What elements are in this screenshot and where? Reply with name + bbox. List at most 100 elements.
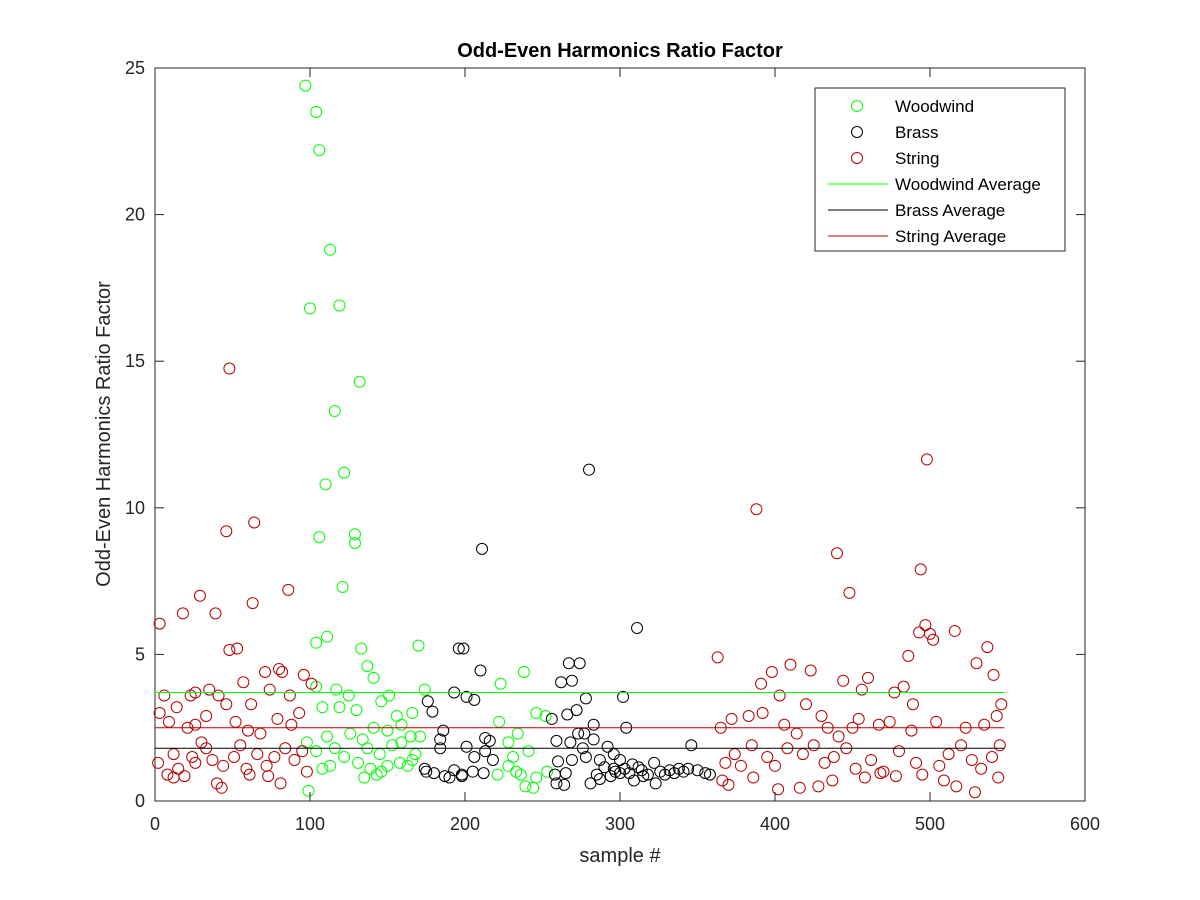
brass-point [579,751,592,764]
string-point [950,780,963,793]
brass-point [565,753,578,766]
string-point [176,607,189,620]
string-point [293,707,306,720]
brass-point [428,767,440,780]
woodwind-point [348,536,361,549]
legend-label-string: String [895,149,939,168]
x-tick-label: 200 [450,814,480,834]
string-point [240,762,253,775]
woodwind-point [494,677,507,690]
brass-point [573,657,586,670]
string-point [282,583,295,596]
legend-swatch-woodwind [851,100,863,112]
string-point [220,698,233,711]
string-point [243,768,256,781]
string-point [906,698,919,711]
woodwind-point [355,642,368,655]
legend-label-string-average: String Average [895,227,1006,246]
y-tick-label: 0 [135,791,145,811]
brass-point [658,768,671,781]
y-tick-label: 20 [125,205,145,225]
woodwind-point [338,466,351,479]
brass-point [635,764,648,777]
string-point [874,767,887,780]
legend: Woodwind Brass String Woodwind Average Brass… [814,87,1066,252]
string-point [161,768,174,781]
brass-point [421,695,434,708]
string-point [158,689,171,702]
string-point [189,756,202,769]
woodwind-point [302,784,315,797]
string-point [296,745,309,758]
woodwind-point [304,302,316,315]
x-tick-label: 300 [605,814,635,834]
string-point [995,698,1008,711]
string-point [242,724,254,737]
y-axis-label: Odd-Even Harmonics Ratio Factor [93,281,115,587]
string-point [248,516,261,529]
plot-marks [152,79,1008,799]
y-tick-label: 25 [125,58,145,78]
string-point [153,707,166,720]
string-point [211,777,223,790]
brass-point [699,767,712,780]
woodwind-point [381,759,394,772]
brass-point [452,642,465,655]
string-point [209,607,222,620]
string-point [914,563,927,576]
brass-point [455,770,468,783]
string-point [152,756,165,769]
woodwind-point [386,739,399,752]
string-point [285,718,298,731]
y-tick-label: 15 [125,351,145,371]
brass-point [561,708,574,721]
string-point [865,753,878,766]
woodwind-point [519,780,532,793]
string-point [986,751,998,764]
string-point [288,753,301,766]
woodwind-point [353,375,366,388]
brass-point [617,690,630,703]
string-point [968,786,981,799]
string-point [855,683,868,696]
brass-point [479,745,492,758]
chart-title: Odd-Even Harmonics Ratio Factor [457,40,783,62]
string-point [755,677,768,690]
string-point [761,751,774,764]
woodwind-point [310,745,323,758]
brass-point [477,767,490,780]
x-tick-label: 100 [295,814,325,834]
string-point [778,718,791,731]
woodwind-point [333,299,346,312]
brass-point [559,767,572,780]
string-point [283,689,296,702]
string-point [300,765,313,778]
string-point [246,597,259,610]
string-point [193,589,206,602]
woodwind-point [338,751,351,764]
string-point [910,756,923,769]
brass-point [483,734,496,747]
string-point [849,762,862,775]
string-point [268,751,281,764]
woodwind-point [361,660,374,673]
brass-point [587,733,600,746]
string-point [981,641,994,654]
string-point [807,739,820,752]
string-point [212,689,225,702]
brass-point [626,758,639,771]
woodwind-point [510,765,523,778]
string-point [263,683,276,696]
brass-point [474,664,487,677]
string-point [305,677,318,690]
woodwind-point [539,709,552,722]
string-point [872,718,885,731]
brass-point [703,768,716,781]
brass-point [648,756,661,769]
woodwind-point [393,756,406,769]
brass-point [438,770,451,783]
string-point [987,668,1000,681]
legend-label-brass-average: Brass Average [895,201,1005,220]
woodwind-point [316,762,329,775]
string-point [920,453,933,466]
